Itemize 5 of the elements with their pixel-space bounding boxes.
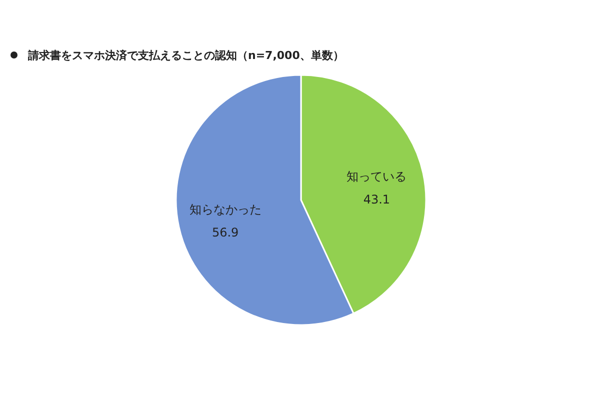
- data-label: 43.1: [363, 192, 390, 206]
- slice-label: 知っている: [346, 169, 407, 184]
- slice-label: 知らなかった: [189, 202, 262, 217]
- chart-title: 請求書をスマホ決済で支払えることの認知（n=7,000、単数）: [27, 49, 344, 62]
- data-label: 56.9: [212, 226, 239, 240]
